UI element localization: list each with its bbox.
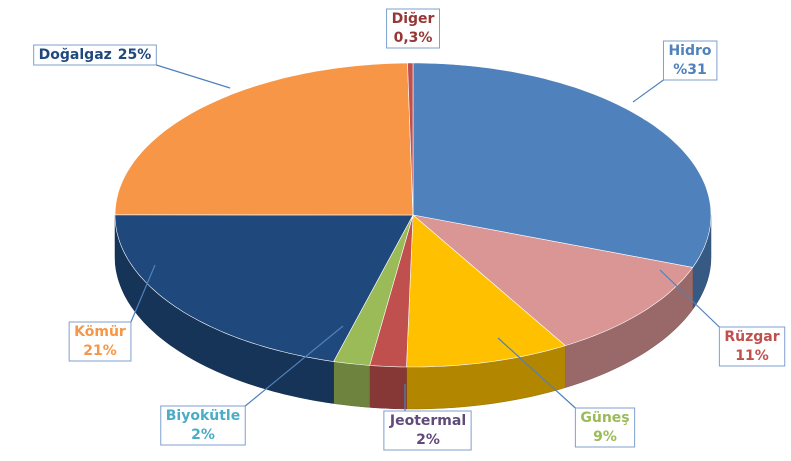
slice-side — [333, 361, 370, 408]
data-label: Diğer 0,3% — [386, 8, 441, 49]
label-box — [68, 321, 132, 362]
data-label: Kömür 21% — [68, 321, 132, 362]
slice — [407, 62, 414, 216]
slice — [114, 62, 414, 216]
label-name: Biyokütle — [166, 408, 240, 424]
slice — [412, 62, 712, 268]
leader-line — [130, 264, 156, 323]
slice-side — [369, 365, 407, 410]
label-box — [160, 405, 246, 446]
label-name: Jeotermal — [389, 413, 466, 429]
label-value: 11% — [735, 348, 769, 364]
label-name: Hidro — [668, 43, 711, 59]
data-label: Hidro %31 — [662, 40, 718, 81]
label-box — [33, 44, 157, 66]
label-box — [718, 326, 786, 367]
leader-line — [156, 64, 231, 89]
label-name: Doğalgaz — [39, 47, 112, 63]
label-value: 9% — [593, 429, 617, 445]
data-label: Biyokütle 2% — [160, 405, 246, 446]
label-value: 2% — [191, 427, 215, 443]
data-label: Jeotermal 2% — [383, 410, 472, 451]
data-label: Güneş 9% — [574, 407, 636, 448]
label-value: 21% — [83, 343, 117, 359]
slice — [333, 214, 414, 366]
label-box — [662, 40, 718, 81]
leader-line — [659, 269, 720, 328]
data-label: Doğalgaz 25% — [33, 44, 157, 66]
label-value: 2% — [416, 432, 440, 448]
label-name: Güneş — [580, 410, 629, 426]
label-name: Kömür — [74, 324, 126, 340]
label-box — [383, 410, 472, 451]
label-value: 0,3% — [394, 30, 433, 46]
label-value: %31 — [673, 62, 707, 78]
slice — [411, 214, 694, 346]
label-name: Rüzgar — [724, 329, 779, 345]
data-label: Rüzgar 11% — [718, 326, 786, 367]
label-box — [386, 8, 441, 49]
slice — [114, 214, 414, 362]
label-box — [574, 407, 636, 448]
leader-line — [632, 79, 664, 103]
leader-line — [497, 337, 576, 409]
label-name: Diğer — [392, 11, 435, 27]
label-value: 25% — [118, 47, 152, 63]
leader-line — [244, 325, 344, 407]
slice — [406, 214, 566, 368]
